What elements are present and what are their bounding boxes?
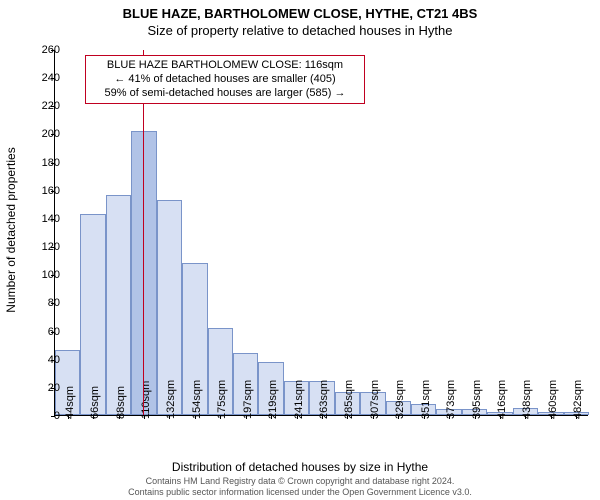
info-box-line: BLUE HAZE BARTHOLOMEW CLOSE: 116sqm — [92, 59, 358, 73]
x-tick-label: 460sqm — [547, 380, 559, 419]
x-tick-label: 351sqm — [420, 380, 432, 419]
x-tick-label: 154sqm — [191, 380, 203, 419]
x-tick-label: 88sqm — [115, 386, 127, 419]
x-tick-label: 482sqm — [572, 380, 584, 419]
info-box-line: ← 41% of detached houses are smaller (40… — [92, 73, 358, 87]
x-tick-label: 66sqm — [89, 386, 101, 419]
property-info-box: BLUE HAZE BARTHOLOMEW CLOSE: 116sqm← 41%… — [85, 55, 365, 104]
x-tick-label: 329sqm — [394, 380, 406, 419]
footer-line-2: Contains public sector information licen… — [0, 487, 600, 498]
y-tick-label: 100 — [20, 269, 60, 281]
y-axis-label: Number of detached properties — [4, 147, 18, 312]
y-tick-label: 0 — [20, 410, 60, 422]
x-tick-label: 263sqm — [318, 380, 330, 419]
x-tick-label: 44sqm — [64, 386, 76, 419]
x-tick-label: 110sqm — [140, 381, 152, 419]
property-marker-line — [143, 50, 144, 415]
y-tick-label: 160 — [20, 185, 60, 197]
x-tick-label: 285sqm — [343, 380, 355, 419]
x-tick-label: 175sqm — [216, 380, 228, 419]
chart-title-main: BLUE HAZE, BARTHOLOMEW CLOSE, HYTHE, CT2… — [0, 0, 600, 21]
info-box-line: 59% of semi-detached houses are larger (… — [92, 87, 358, 101]
y-tick-label: 220 — [20, 100, 60, 112]
chart-footer: Contains HM Land Registry data © Crown c… — [0, 476, 600, 498]
y-tick-label: 20 — [20, 382, 60, 394]
x-tick-label: 416sqm — [496, 380, 508, 419]
histogram-bar — [106, 195, 131, 415]
x-tick-label: 197sqm — [242, 380, 254, 419]
x-tick-label: 219sqm — [267, 380, 279, 419]
x-axis-label: Distribution of detached houses by size … — [0, 460, 600, 474]
x-tick-label: 132sqm — [165, 380, 177, 419]
y-tick-label: 260 — [20, 44, 60, 56]
y-tick-label: 60 — [20, 326, 60, 338]
chart-container: 44sqm 66sqm 88sqm 110sqm 132sqm 154sqm 175sqm 1… — [54, 50, 588, 416]
y-tick-label: 120 — [20, 241, 60, 253]
chart-title-sub: Size of property relative to detached ho… — [0, 21, 600, 38]
footer-line-1: Contains HM Land Registry data © Crown c… — [0, 476, 600, 487]
y-tick-label: 200 — [20, 128, 60, 140]
y-tick-label: 240 — [20, 72, 60, 84]
x-tick-label: 438sqm — [521, 380, 533, 419]
histogram-bar — [80, 214, 105, 415]
y-tick-label: 180 — [20, 157, 60, 169]
x-tick-label: 241sqm — [293, 380, 305, 419]
x-tick-label: 307sqm — [369, 380, 381, 419]
plot-area: 44sqm 66sqm 88sqm 110sqm 132sqm 154sqm 175sqm 1… — [54, 50, 588, 416]
x-tick-label: 395sqm — [471, 380, 483, 419]
x-tick-label: 373sqm — [445, 380, 457, 419]
y-tick-label: 140 — [20, 213, 60, 225]
y-tick-label: 40 — [20, 354, 60, 366]
y-tick-label: 80 — [20, 297, 60, 309]
